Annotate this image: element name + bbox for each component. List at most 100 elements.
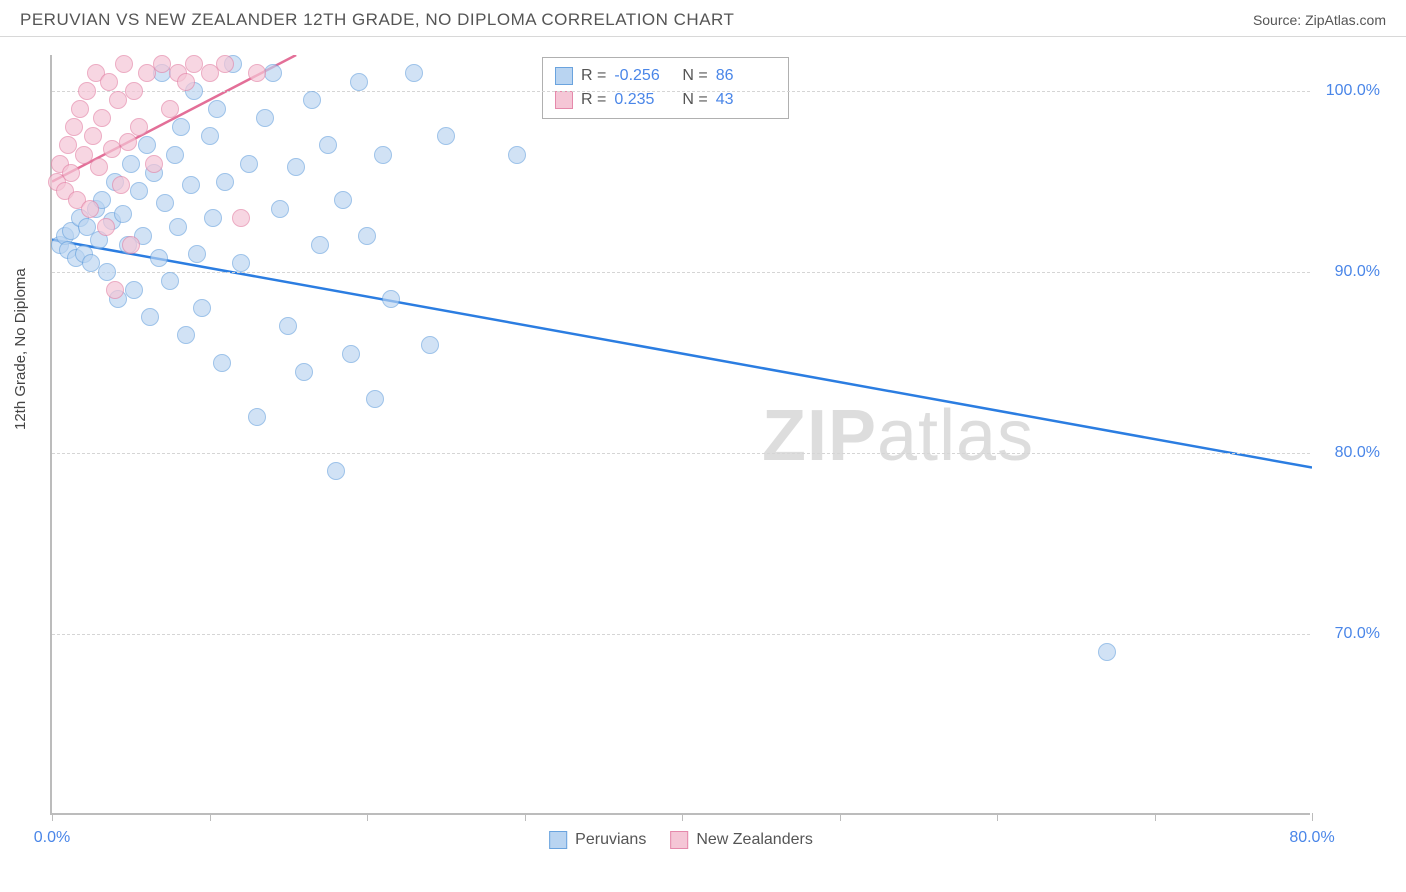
- data-point-newzealanders: [106, 281, 124, 299]
- data-point-peruvians: [138, 136, 156, 154]
- data-point-peruvians: [374, 146, 392, 164]
- data-point-peruvians: [188, 245, 206, 263]
- data-point-newzealanders: [112, 176, 130, 194]
- legend-label-newzealanders: New Zealanders: [696, 831, 813, 849]
- data-point-peruvians: [327, 462, 345, 480]
- gridline-h: [52, 91, 1310, 92]
- data-point-peruvians: [201, 127, 219, 145]
- data-point-newzealanders: [125, 82, 143, 100]
- data-point-newzealanders: [81, 200, 99, 218]
- data-point-peruvians: [169, 218, 187, 236]
- watermark-bold: ZIP: [762, 396, 877, 476]
- chart-source: Source: ZipAtlas.com: [1253, 12, 1386, 28]
- swatch-peruvians: [549, 831, 567, 849]
- data-point-peruvians: [166, 146, 184, 164]
- data-point-newzealanders: [71, 100, 89, 118]
- legend-n-label: N =: [682, 64, 707, 88]
- data-point-peruvians: [141, 308, 159, 326]
- legend-r-value: -0.256: [614, 64, 674, 88]
- gridline-h: [52, 634, 1310, 635]
- gridline-h: [52, 272, 1310, 273]
- legend-swatch: [555, 91, 573, 109]
- data-point-newzealanders: [62, 164, 80, 182]
- data-point-peruvians: [122, 155, 140, 173]
- x-tick: [840, 813, 841, 821]
- data-point-peruvians: [156, 194, 174, 212]
- data-point-peruvians: [114, 205, 132, 223]
- data-point-newzealanders: [216, 55, 234, 73]
- data-point-newzealanders: [100, 73, 118, 91]
- data-point-newzealanders: [93, 109, 111, 127]
- legend-r-label: R =: [581, 64, 606, 88]
- y-tick-label: 70.0%: [1335, 625, 1380, 643]
- data-point-peruvians: [161, 272, 179, 290]
- data-point-newzealanders: [232, 209, 250, 227]
- y-tick-label: 90.0%: [1335, 263, 1380, 281]
- legend-item-peruvians: Peruvians: [549, 831, 646, 849]
- data-point-newzealanders: [122, 236, 140, 254]
- data-point-peruvians: [177, 326, 195, 344]
- series-legend: Peruvians New Zealanders: [549, 831, 813, 849]
- data-point-peruvians: [213, 354, 231, 372]
- chart-header: PERUVIAN VS NEW ZEALANDER 12TH GRADE, NO…: [0, 0, 1406, 37]
- data-point-peruvians: [240, 155, 258, 173]
- data-point-peruvians: [334, 191, 352, 209]
- data-point-newzealanders: [97, 218, 115, 236]
- data-point-peruvians: [342, 345, 360, 363]
- data-point-peruvians: [382, 290, 400, 308]
- data-point-newzealanders: [161, 100, 179, 118]
- data-point-peruvians: [248, 408, 266, 426]
- data-point-peruvians: [405, 64, 423, 82]
- chart-title: PERUVIAN VS NEW ZEALANDER 12TH GRADE, NO…: [20, 10, 734, 30]
- data-point-peruvians: [232, 254, 250, 272]
- trend-line: [52, 240, 1312, 468]
- data-point-newzealanders: [75, 146, 93, 164]
- data-point-newzealanders: [177, 73, 195, 91]
- data-point-newzealanders: [145, 155, 163, 173]
- data-point-newzealanders: [115, 55, 133, 73]
- data-point-peruvians: [182, 176, 200, 194]
- data-point-peruvians: [208, 100, 226, 118]
- legend-row: R = -0.256 N = 86: [555, 64, 776, 88]
- data-point-peruvians: [287, 158, 305, 176]
- watermark-light: atlas: [877, 396, 1034, 476]
- data-point-peruvians: [508, 146, 526, 164]
- data-point-peruvians: [98, 263, 116, 281]
- y-tick-label: 100.0%: [1326, 82, 1380, 100]
- data-point-peruvians: [350, 73, 368, 91]
- data-point-peruvians: [271, 200, 289, 218]
- data-point-peruvians: [358, 227, 376, 245]
- x-tick: [367, 813, 368, 821]
- data-point-peruvians: [204, 209, 222, 227]
- data-point-newzealanders: [248, 64, 266, 82]
- legend-item-newzealanders: New Zealanders: [670, 831, 813, 849]
- data-point-peruvians: [130, 182, 148, 200]
- x-tick: [682, 813, 683, 821]
- data-point-peruvians: [216, 173, 234, 191]
- data-point-newzealanders: [78, 82, 96, 100]
- x-tick: [52, 813, 53, 821]
- data-point-peruvians: [264, 64, 282, 82]
- data-point-peruvians: [319, 136, 337, 154]
- x-tick: [210, 813, 211, 821]
- source-link[interactable]: ZipAtlas.com: [1305, 12, 1386, 28]
- watermark: ZIPatlas: [762, 395, 1034, 477]
- y-tick-label: 80.0%: [1335, 444, 1380, 462]
- swatch-newzealanders: [670, 831, 688, 849]
- x-tick-label: 0.0%: [34, 829, 70, 847]
- data-point-peruvians: [279, 317, 297, 335]
- x-tick: [997, 813, 998, 821]
- data-point-peruvians: [421, 336, 439, 354]
- data-point-peruvians: [1098, 643, 1116, 661]
- data-point-peruvians: [303, 91, 321, 109]
- legend-n-value: 86: [716, 64, 776, 88]
- data-point-peruvians: [256, 109, 274, 127]
- y-axis-label: 12th Grade, No Diploma: [12, 268, 29, 430]
- source-prefix: Source:: [1253, 12, 1305, 28]
- correlation-legend: R =-0.256N =86R =0.235N =43: [542, 57, 789, 119]
- data-point-peruvians: [311, 236, 329, 254]
- x-tick-label: 80.0%: [1289, 829, 1334, 847]
- data-point-peruvians: [125, 281, 143, 299]
- data-point-peruvians: [366, 390, 384, 408]
- data-point-newzealanders: [84, 127, 102, 145]
